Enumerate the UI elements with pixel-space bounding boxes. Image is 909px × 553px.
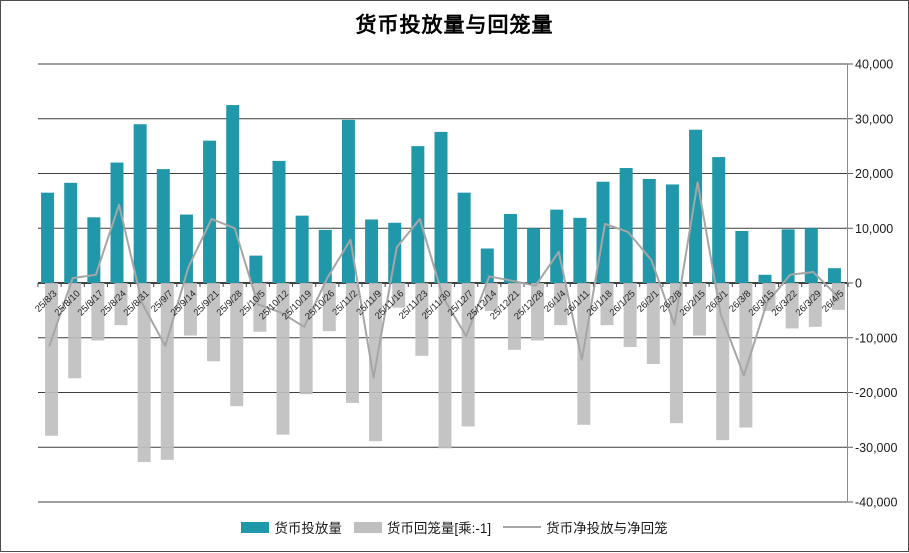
bar-withdrawal [600,283,614,326]
legend-item-injection: 货币投放量 [241,517,342,537]
bar-injection [781,229,795,283]
bar-injection [226,105,240,283]
bar-injection [203,140,217,283]
bar-withdrawal [137,283,151,463]
withdrawal-swatch-icon [353,521,382,533]
bar-withdrawal [253,283,267,332]
bar-injection [87,217,101,283]
y-axis-label: -40,000 [855,496,897,510]
y-axis-label: 20,000 [855,167,893,181]
bar-injection [295,215,309,283]
bar-injection [249,255,263,283]
bar-injection [573,217,587,283]
bar-withdrawal [345,283,359,403]
bar-injection [735,230,749,283]
bar-injection [110,162,124,283]
bar-withdrawal [438,283,452,449]
bar-injection [527,228,541,283]
legend-label-withdrawal: 货币回笼量[乘:-1] [386,521,492,536]
bar-withdrawal [276,283,290,435]
bar-injection [689,129,703,283]
bar-injection [411,146,425,283]
bar-withdrawal [808,283,822,327]
bar-withdrawal [322,283,336,332]
chart-title: 货币投放量与回笼量 [355,14,554,37]
bar-injection [665,184,679,283]
bar-withdrawal [693,283,707,336]
bar-withdrawal [554,283,568,326]
bar-withdrawal [831,283,845,310]
y-axis-label: 30,000 [855,112,893,126]
net-line [48,181,838,379]
bar-withdrawal [91,283,105,341]
bar-withdrawal [484,283,498,311]
bar-withdrawal [392,283,406,308]
y-axis-label: 40,000 [855,58,893,72]
legend-item-net: 货币净投放与净回笼 [503,517,668,537]
bar-injection [642,178,656,283]
bar-injection [388,222,402,283]
bar-injection [758,274,772,283]
y-axis-label: -20,000 [855,386,897,400]
bar-injection [272,160,286,283]
y-axis-label: -10,000 [855,331,897,345]
bar-withdrawal [230,283,244,407]
legend-label-net: 货币净投放与净回笼 [546,521,668,536]
bar-injection [365,219,379,283]
bar-withdrawal [623,283,637,348]
bar-withdrawal [507,283,521,350]
legend-item-withdrawal: 货币回笼量[乘:-1] [353,517,492,537]
y-axis-label: 0 [855,277,862,291]
bar-injection [64,182,78,283]
bar-injection [619,168,633,283]
bar-withdrawal [183,283,197,336]
bar-withdrawal [531,283,545,341]
legend: 货币投放量 货币回笼量[乘:-1] 货币净投放与净回笼 [1,517,908,537]
bar-injection [156,169,170,283]
bar-injection [712,157,726,283]
bar-withdrawal [45,283,59,436]
y-axis-label: -30,000 [855,441,897,455]
bar-injection [457,192,471,283]
bar-withdrawal [646,283,660,365]
bar-injection [318,229,332,283]
bar-injection [133,124,147,283]
y-axis-label: 10,000 [855,222,893,236]
bar-withdrawal [669,283,683,424]
bar-injection [804,228,818,283]
bar-injection [480,248,494,283]
bar-withdrawal [785,283,799,329]
bar-injection [41,192,55,283]
bar-withdrawal [114,283,128,326]
bar-withdrawal [577,283,591,425]
bar-injection [827,268,841,283]
injection-swatch-icon [241,521,270,533]
bar-withdrawal [299,283,313,395]
bar-injection [550,209,564,283]
bar-injection [503,214,517,283]
bar-withdrawal [207,283,221,362]
bar-withdrawal [461,283,475,427]
bar-injection [434,131,448,283]
bar-withdrawal [415,283,429,356]
bar-withdrawal [739,283,753,428]
legend-label-injection: 货币投放量 [274,521,342,536]
bar-withdrawal [716,283,730,441]
bar-withdrawal [68,283,82,379]
net-line-swatch-icon [503,526,542,528]
